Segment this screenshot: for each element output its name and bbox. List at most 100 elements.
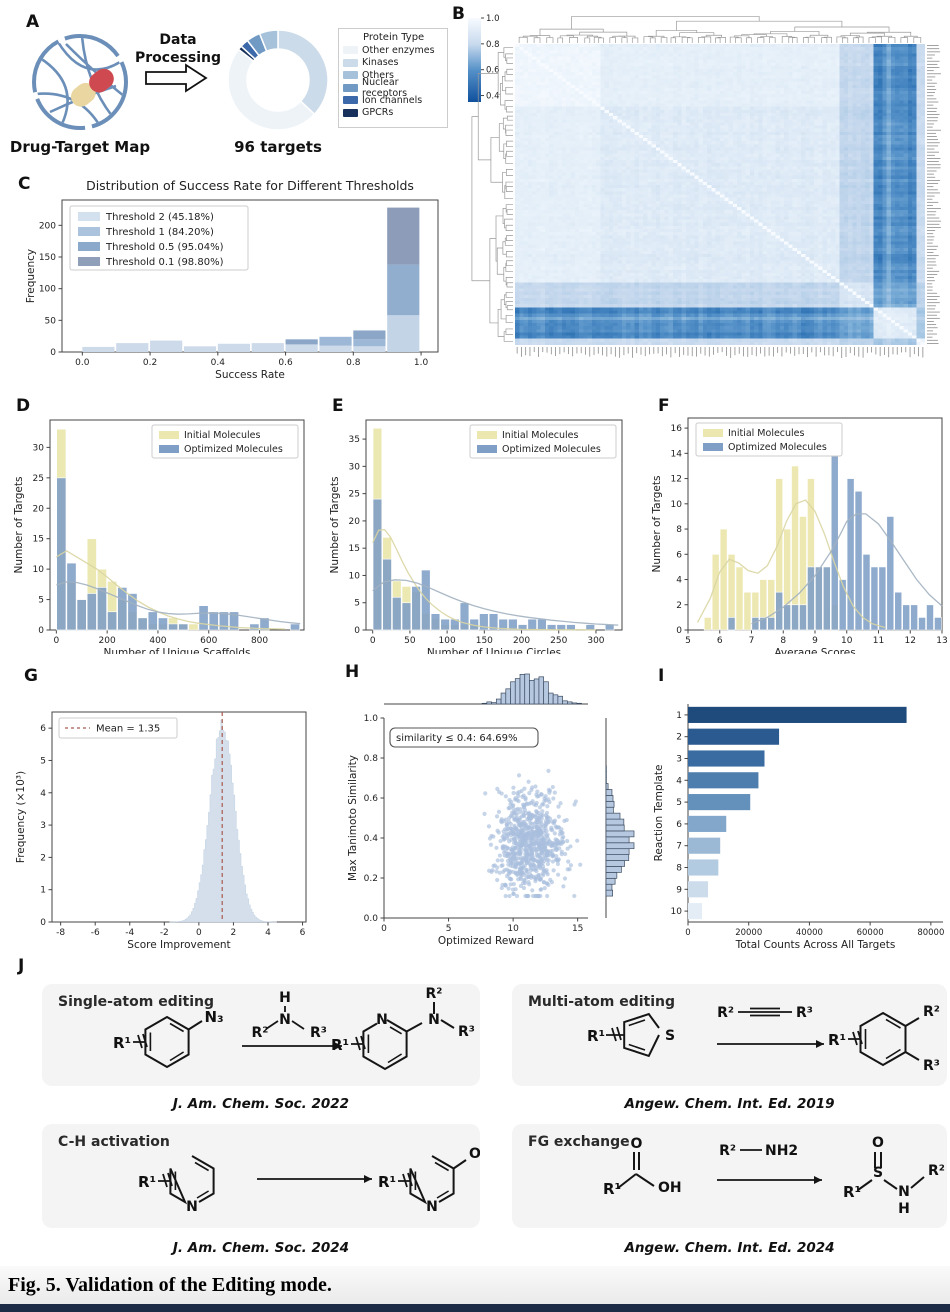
kde-line: [372, 579, 619, 626]
reactant-thiophene: [606, 1012, 660, 1058]
card-title: FG exchange: [528, 1134, 630, 1150]
col-dendrogram: [518, 16, 922, 43]
h-label: H: [898, 1201, 910, 1217]
svg-text:0: 0: [685, 928, 690, 938]
svg-text:10: 10: [671, 500, 683, 510]
svg-text:0: 0: [50, 348, 56, 358]
panel-label-h: H: [345, 662, 360, 682]
legend: Initial Molecules Optimized Molecules: [469, 424, 617, 459]
svg-text:600: 600: [200, 636, 217, 646]
svg-text:Optimized Molecules: Optimized Molecules: [728, 442, 827, 453]
oh-label: OH: [469, 1146, 480, 1162]
svg-text:5: 5: [354, 599, 360, 609]
svg-text:Distribution of Success Rate f: Distribution of Success Rate for Differe…: [86, 178, 414, 193]
r2-label: R²: [923, 1004, 940, 1020]
citation-4: Angew. Chem. Int. Ed. 2024: [624, 1240, 835, 1256]
citation-3: J. Am. Chem. Soc. 2024: [172, 1240, 350, 1256]
svg-text:5: 5: [685, 636, 691, 646]
svg-text:Data: Data: [159, 32, 196, 48]
svg-text:20: 20: [349, 517, 361, 527]
legend-swatch: [343, 46, 358, 55]
svg-text:200: 200: [513, 636, 530, 646]
kde-line: [751, 513, 943, 625]
pill-icon: [70, 68, 114, 107]
legend-item: Kinases: [343, 57, 443, 70]
svg-text:15: 15: [349, 544, 360, 554]
kde-line: [56, 550, 285, 630]
panel-label-b: B: [452, 4, 465, 24]
svg-text:12: 12: [671, 475, 682, 485]
legend-item: Other enzymes: [343, 44, 443, 57]
reactant-carboxylic-acid: [617, 1152, 655, 1189]
card-multi-atom-editing: Multi-atom editing S R¹ R² R³: [512, 984, 947, 1086]
legend-swatch: [343, 71, 358, 80]
svg-text:Initial Molecules: Initial Molecules: [728, 428, 805, 439]
svg-text:0: 0: [53, 636, 59, 646]
svg-text:200: 200: [99, 636, 116, 646]
s-label: S: [665, 1028, 675, 1044]
panel-label-f: F: [658, 396, 670, 416]
svg-text:Threshold 0.5 (95.04%): Threshold 0.5 (95.04%): [105, 242, 224, 253]
svg-text:12: 12: [905, 636, 916, 646]
svg-text:-2: -2: [160, 928, 169, 938]
svg-text:4: 4: [40, 789, 46, 799]
colorbar: [468, 18, 481, 102]
multi-atom-editing-scheme: S R¹ R² R³ R¹ R² R³: [587, 1004, 940, 1074]
svg-text:800: 800: [251, 636, 268, 646]
svg-text:Number of Unique Circles: Number of Unique Circles: [427, 647, 561, 654]
svg-text:Threshold 1 (84.20%): Threshold 1 (84.20%): [105, 227, 214, 238]
card-title: Multi-atom editing: [528, 994, 676, 1010]
reaction-template-barchart: 0 20000 40000 60000 80000 Total Counts Across…: [653, 704, 944, 951]
svg-text:Optimized Molecules: Optimized Molecules: [184, 444, 283, 455]
svg-text:Number of Targets: Number of Targets: [651, 476, 663, 573]
panel-c: Distribution of Success Rate for Differe…: [8, 172, 448, 386]
svg-text:20: 20: [33, 504, 45, 514]
top-marginal: [384, 673, 588, 705]
panel-b: 1.0 0.8 0.6 0.4: [448, 0, 950, 392]
oh-label: OH: [658, 1180, 682, 1196]
circles-histogram: 0 50 100 150 200 250 300 0 5 10 15 20 25 30 35 Number o…: [329, 419, 623, 654]
svg-text:0.2: 0.2: [143, 358, 157, 368]
svg-text:150: 150: [476, 636, 493, 646]
legend: Initial Molecules Optimized Molecules: [151, 424, 299, 459]
r3-label: R³: [796, 1005, 813, 1021]
svg-text:0: 0: [676, 626, 682, 636]
r3-label: R³: [310, 1025, 327, 1041]
svg-text:40000: 40000: [796, 928, 823, 938]
r2-label: R²: [719, 1143, 736, 1159]
svg-text:5: 5: [40, 756, 46, 766]
panel-label-e: E: [332, 396, 344, 416]
legend-item: Ion channels: [343, 94, 443, 107]
svg-text:300: 300: [587, 636, 604, 646]
n-label: N: [426, 1199, 438, 1215]
svg-text:Number of Unique Scaffolds: Number of Unique Scaffolds: [104, 647, 251, 654]
tanimoto-jointplot: 0 5 10 15 0.0 0.2 0.4 0.6 0.8 1.0 Optimized Reward…: [347, 673, 635, 947]
kde-line: [372, 528, 596, 631]
svg-text:Optimized Molecules: Optimized Molecules: [502, 444, 601, 455]
scaffolds-histogram: 0 200 400 600 800 0 5 10 15 20 25 30 Number of Uniqu…: [13, 419, 305, 654]
svg-text:Reaction Template: Reaction Template: [653, 765, 665, 862]
r1-label: R¹: [843, 1183, 861, 1201]
scatter-points: [482, 739, 583, 899]
svg-text:Processing: Processing: [135, 50, 221, 66]
alkyne-reagent: [738, 1007, 792, 1017]
svg-text:Initial Molecules: Initial Molecules: [184, 430, 261, 441]
s-label: S: [873, 1165, 883, 1181]
svg-text:25: 25: [349, 490, 360, 500]
legend: Mean = 1.35: [58, 717, 178, 739]
svg-text:5: 5: [446, 924, 452, 934]
svg-text:Score Improvement: Score Improvement: [127, 939, 230, 951]
svg-text:0.2: 0.2: [364, 874, 378, 884]
svg-text:6: 6: [40, 724, 46, 734]
r1-label: R¹: [378, 1173, 396, 1191]
legend: Initial Molecules Optimized Molecules: [695, 422, 843, 457]
svg-text:200: 200: [39, 221, 56, 231]
r1-label: R¹: [587, 1027, 605, 1045]
legend: Threshold 2 (45.18%) Threshold 1 (84.20%)…: [69, 205, 249, 271]
svg-text:80000: 80000: [917, 928, 944, 938]
svg-text:0: 0: [40, 918, 46, 928]
axes: 5 6 7 8 9 10 11 12 13 0 2 4 6 8 10 12 14 16 Average Scores…: [651, 417, 948, 654]
r2-label: R²: [426, 986, 443, 1002]
svg-text:15: 15: [33, 535, 44, 545]
svg-text:Drug-Target Map: Drug-Target Map: [10, 138, 150, 156]
